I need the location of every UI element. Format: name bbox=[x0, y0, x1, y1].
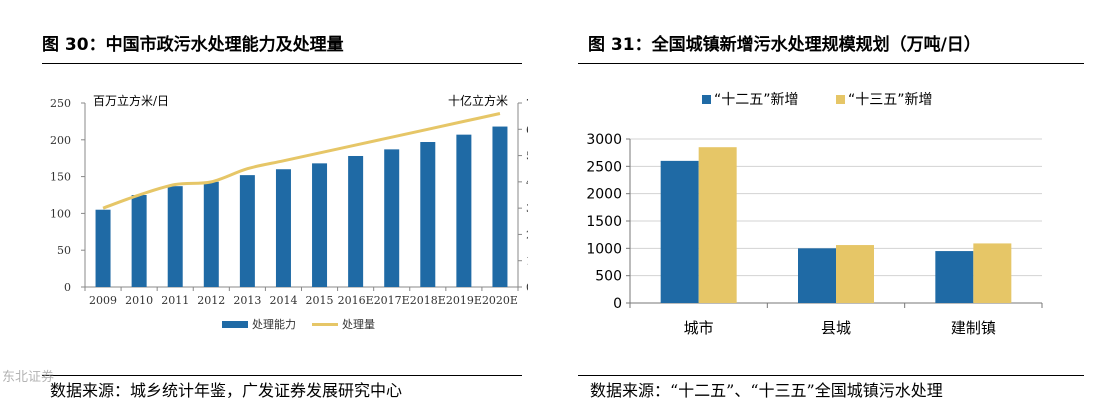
x-tick-label: 2013 bbox=[233, 294, 261, 307]
right-y-tick-label: 40 bbox=[526, 176, 528, 189]
capacity-bar bbox=[312, 163, 328, 287]
legend-swatch-volume bbox=[312, 323, 338, 326]
watermark-text: 东北证券 bbox=[2, 370, 55, 385]
x-tick-label: 2020E bbox=[482, 294, 518, 307]
x-tick-label: 建制镇 bbox=[951, 319, 996, 337]
capacity-bar bbox=[275, 169, 291, 287]
x-tick-label: 2017E bbox=[374, 294, 410, 307]
figure-30-title: 图 30：中国市政污水处理能力及处理量 bbox=[42, 35, 344, 55]
capacity-bar bbox=[131, 195, 147, 287]
legend-swatch-series-1 bbox=[702, 95, 711, 104]
right-y-tick-label: 60 bbox=[526, 123, 528, 136]
legend-label-capacity: 处理能力 bbox=[252, 317, 296, 331]
x-tick-label: 县城 bbox=[821, 319, 851, 337]
y-tick-label: 3000 bbox=[586, 132, 622, 148]
x-tick-label: 2018E bbox=[410, 294, 446, 307]
figure-31-chart: 0 500 1000 1500 2000 2500 3000 城市 县城 建制镇 “十二五”新增 “十… bbox=[586, 92, 1043, 337]
x-tick-label: 2015 bbox=[306, 294, 334, 307]
x-tick-label: 2016E bbox=[338, 294, 374, 307]
y-tick-label: 0 bbox=[613, 296, 622, 312]
left-y-tick-label: 50 bbox=[57, 244, 71, 257]
capacity-bar bbox=[167, 186, 183, 287]
source-rule bbox=[578, 375, 1084, 376]
figure-31-title: 图 31：全国城镇新增污水处理规模规划（万吨/日） bbox=[588, 35, 981, 55]
figure-30-panel: 图 30：中国市政污水处理能力及处理量 0 50 100 150 200 250 0 10 20… bbox=[0, 0, 528, 408]
left-y-tick-label: 200 bbox=[50, 134, 71, 147]
x-tick-label: 2009 bbox=[89, 294, 117, 307]
x-tick-label: 2014 bbox=[269, 294, 297, 307]
figure-30-source: 数据来源：城乡统计年鉴，广发证券发展研究中心 bbox=[50, 381, 403, 400]
figure-31-panel: 图 31：全国城镇新增污水处理规模规划（万吨/日） 0 500 1000 1500 20… bbox=[578, 0, 1088, 408]
right-y-tick-label: 0 bbox=[526, 281, 528, 294]
y-tick-label: 1000 bbox=[586, 241, 622, 257]
y-tick-label: 2500 bbox=[586, 159, 622, 175]
series-2-bar bbox=[836, 245, 874, 303]
volume-line bbox=[102, 112, 501, 210]
right-y-tick-label: 70 bbox=[526, 97, 528, 110]
right-y-axis-label: 十亿立方米 bbox=[448, 93, 508, 108]
series-2-bar bbox=[973, 243, 1012, 303]
source-rule bbox=[42, 375, 522, 376]
capacity-bar bbox=[239, 175, 255, 287]
x-tick-label: 2010 bbox=[125, 294, 153, 307]
title-rule bbox=[42, 63, 522, 64]
capacity-bar bbox=[95, 209, 111, 287]
legend-label-volume: 处理量 bbox=[342, 318, 375, 331]
left-y-tick-label: 150 bbox=[50, 171, 71, 184]
figure-30-chart: 0 50 100 150 200 250 0 10 20 30 40 50 60 70 2009 2010 20… bbox=[50, 93, 528, 331]
x-tick-label: 城市 bbox=[684, 319, 714, 337]
y-tick-label: 500 bbox=[595, 269, 622, 285]
series-2-bar bbox=[698, 147, 737, 303]
capacity-bar bbox=[492, 126, 508, 287]
y-tick-label: 2000 bbox=[586, 187, 622, 203]
title-rule bbox=[578, 63, 1084, 64]
legend-label-series-1: “十二五”新增 bbox=[714, 92, 799, 108]
left-y-tick-label: 250 bbox=[50, 97, 71, 110]
series-1-bar bbox=[935, 251, 974, 303]
right-y-tick-label: 10 bbox=[526, 255, 528, 268]
legend-swatch-series-2 bbox=[836, 95, 845, 104]
series-1-bar bbox=[660, 160, 699, 303]
right-y-tick-label: 50 bbox=[526, 150, 528, 163]
legend-swatch-capacity bbox=[222, 321, 248, 328]
capacity-bar bbox=[456, 134, 472, 287]
figure-31-source: 数据来源：“十二五”、“十三五”全国城镇污水处理 bbox=[590, 381, 943, 400]
right-y-tick-label: 20 bbox=[526, 228, 528, 241]
capacity-bar bbox=[348, 155, 364, 287]
capacity-bar bbox=[384, 149, 400, 287]
left-y-axis-label: 百万立方米/日 bbox=[93, 93, 169, 108]
left-y-tick-label: 0 bbox=[64, 281, 71, 294]
x-tick-label: 2011 bbox=[161, 294, 189, 307]
left-y-tick-label: 100 bbox=[50, 207, 71, 220]
capacity-bar bbox=[203, 181, 219, 287]
right-y-tick-label: 30 bbox=[526, 202, 528, 215]
y-tick-label: 1500 bbox=[586, 214, 622, 230]
x-tick-label: 2012 bbox=[197, 294, 225, 307]
legend-label-series-2: “十三五”新增 bbox=[848, 92, 933, 108]
series-1-bar bbox=[798, 248, 836, 303]
x-tick-label: 2019E bbox=[446, 294, 482, 307]
capacity-bar bbox=[420, 142, 436, 287]
